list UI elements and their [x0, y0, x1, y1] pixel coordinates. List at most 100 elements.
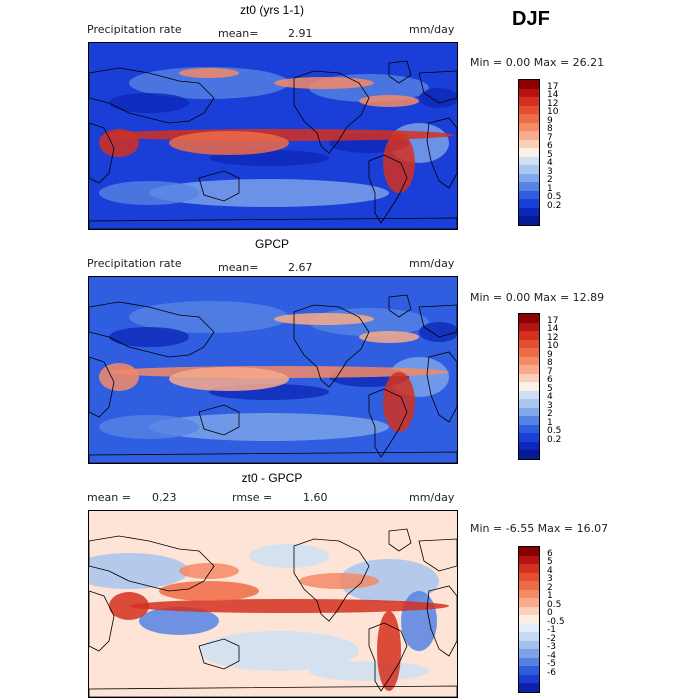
colorbar-tick-label: 1: [547, 183, 553, 194]
units-label: mm/day: [409, 491, 455, 504]
minmax-label: Min = 0.00 Max = 12.89: [470, 291, 605, 304]
variable-label: Precipitation rate: [87, 257, 182, 270]
colorbar: [518, 546, 540, 693]
colorbar-swatch: [519, 623, 539, 633]
rmse-value: 1.60: [303, 491, 328, 504]
colorbar-tick-label: 5: [547, 149, 553, 160]
colorbar-swatch: [519, 322, 539, 332]
colorbar-swatch: [519, 615, 539, 624]
colorbar-tick-label: 9: [547, 349, 553, 360]
colorbar-tick-label: 4: [547, 392, 553, 403]
colorbar-swatch: [519, 97, 539, 106]
colorbar-swatch: [519, 182, 539, 191]
minmax-label: Min = 0.00 Max = 26.21: [470, 56, 605, 69]
variable-label: Precipitation rate: [87, 23, 182, 36]
colorbar-tick-label: 2: [547, 582, 553, 593]
difference-map: [88, 510, 458, 698]
colorbar-swatch: [519, 433, 539, 442]
colorbar-tick-label: -2: [547, 633, 556, 644]
colorbar-swatch: [519, 399, 539, 408]
colorbar-swatch: [519, 572, 539, 582]
mean-value: 2.91: [288, 27, 313, 40]
colorbar-tick-label: 17: [547, 315, 559, 326]
colorbar-swatch: [519, 80, 539, 89]
colorbar-tick-label: -4: [547, 650, 556, 661]
colorbar-swatch: [519, 564, 539, 573]
panel-title: GPCP: [254, 237, 289, 251]
colorbar-tick-label: -1: [547, 625, 556, 636]
colorbar-tick-label: 0: [547, 608, 553, 619]
colorbar-swatch: [519, 450, 539, 459]
season-label: DJF: [512, 8, 550, 30]
colorbar-swatch: [519, 356, 539, 366]
colorbar-tick-label: 3: [547, 574, 553, 585]
colorbar-swatch: [519, 314, 539, 323]
colorbar-swatch: [519, 555, 539, 565]
colorbar-swatch: [519, 424, 539, 434]
colorbar-swatch: [519, 407, 539, 417]
colorbar-tick-label: 9: [547, 115, 553, 126]
colorbar-tick-label: -6: [547, 667, 556, 678]
colorbar-swatch: [519, 131, 539, 140]
colorbar-tick-label: 0.2: [547, 434, 562, 445]
colorbar: [518, 313, 540, 460]
colorbar-swatch: [519, 441, 539, 451]
rmse-label: rmse =: [232, 491, 273, 504]
colorbar-swatch: [519, 373, 539, 383]
colorbar-swatch: [519, 122, 539, 132]
colorbar-swatch: [519, 114, 539, 123]
units-label: mm/day: [409, 23, 455, 36]
colorbar-tick-label: 3: [547, 166, 553, 177]
minmax-label: Min = -6.55 Max = 16.07: [470, 522, 609, 535]
colorbar-swatch: [519, 606, 539, 616]
colorbar-swatch: [519, 365, 539, 374]
colorbar-tick-label: 10: [547, 107, 559, 118]
colorbar-swatch: [519, 339, 539, 349]
colorbar-tick-label: -3: [547, 642, 556, 653]
colorbar-tick-label: 0.5: [547, 192, 562, 203]
colorbar-swatch: [519, 589, 539, 599]
colorbar-tick-label: 0.5: [547, 426, 562, 437]
colorbar-tick-label: 3: [547, 400, 553, 411]
precip-map: [88, 276, 458, 464]
colorbar-tick-label: 8: [547, 124, 553, 135]
colorbar-swatch: [519, 156, 539, 166]
mean-label: mean=: [218, 27, 259, 40]
colorbar-tick-label: 17: [547, 81, 559, 92]
colorbar-tick-label: 6: [547, 141, 553, 152]
colorbar-swatch: [519, 581, 539, 590]
colorbar-swatch: [519, 88, 539, 98]
colorbar-swatch: [519, 390, 539, 400]
colorbar-swatch: [519, 105, 539, 115]
mean-value: 2.67: [288, 261, 313, 274]
mean-label: mean=: [218, 261, 259, 274]
colorbar-tick-label: 1: [547, 417, 553, 428]
colorbar-swatch: [519, 165, 539, 174]
colorbar-swatch: [519, 173, 539, 183]
colorbar-tick-label: 2: [547, 175, 553, 186]
mean-value: 0.23: [152, 491, 177, 504]
colorbar-tick-label: 6: [547, 375, 553, 386]
colorbar-tick-label: -5: [547, 659, 556, 670]
colorbar-swatch: [519, 216, 539, 225]
colorbar-tick-label: 7: [547, 366, 553, 377]
colorbar-swatch: [519, 382, 539, 391]
colorbar-tick-label: 4: [547, 565, 553, 576]
colorbar-swatch: [519, 547, 539, 556]
colorbar-swatch: [519, 148, 539, 157]
colorbar-tick-label: 0.2: [547, 200, 562, 211]
panel-title: zt0 (yrs 1-1): [239, 3, 304, 17]
colorbar: [518, 79, 540, 226]
colorbar-swatch: [519, 199, 539, 208]
colorbar-swatch: [519, 207, 539, 217]
colorbar-swatch: [519, 632, 539, 641]
colorbar-swatch: [519, 649, 539, 658]
colorbar-tick-label: 14: [547, 324, 559, 335]
colorbar-tick-label: 1: [547, 591, 553, 602]
colorbar-tick-label: 8: [547, 358, 553, 369]
colorbar-swatch: [519, 190, 539, 200]
colorbar-tick-label: 5: [547, 383, 553, 394]
colorbar-swatch: [519, 416, 539, 425]
colorbar-swatch: [519, 348, 539, 357]
colorbar-swatch: [519, 640, 539, 650]
